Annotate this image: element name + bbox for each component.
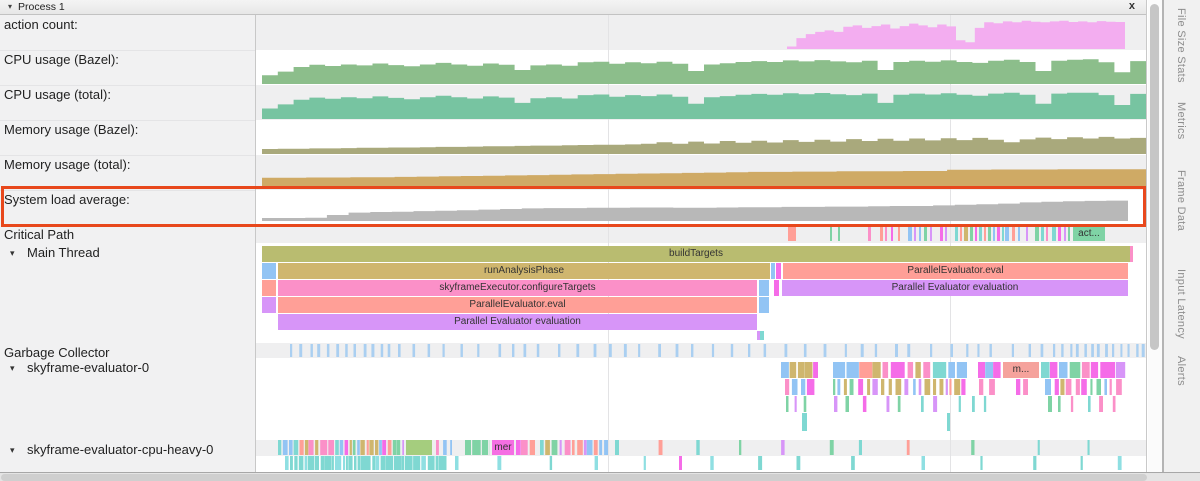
row-divider [0,120,255,121]
track-row-memory-usage-bazel-: Memory usage (Bazel): [4,122,138,137]
trace-event-sliver[interactable] [757,331,760,340]
trace-event-sliver[interactable] [759,297,769,313]
process-title[interactable]: ▾ Process 1 [8,1,65,13]
process-title-label: Process 1 [18,1,65,13]
track-label: Garbage Collector [4,345,110,360]
track-row-garbage-collector: Garbage Collector [4,345,110,360]
flame-chart-layer: buildTargets runAnalysisPhase ParallelEval… [262,227,1133,470]
tab-input-latency[interactable]: Input Latency [1175,269,1187,339]
track-row-system-load-average-: System load average: [4,192,130,207]
track-label: Critical Path [4,227,75,242]
trace-event-bar[interactable]: m... [1003,362,1039,378]
row-stripe [256,343,1146,358]
track-label: action count: [4,17,78,32]
row-divider [0,50,255,51]
trace-event-sliver[interactable] [1130,246,1133,262]
tab-file-size-stats[interactable]: File Size Stats [1175,8,1187,83]
track-label: CPU usage (total): [4,87,111,102]
track-label-column [0,15,256,472]
row-stripe [256,440,1146,456]
track-labels: action count: CPU usage (Bazel): CPU usage… [0,0,256,472]
track-label: skyframe-evaluator-0 [27,360,150,375]
trace-event-sliver[interactable] [262,280,276,296]
trace-event-bar[interactable]: skyframeExecutor.configureTargets [278,280,757,296]
trace-event-bar[interactable]: act... [1073,227,1105,241]
trace-event-sliver[interactable] [262,263,276,279]
track-row-cpu-usage-total-: CPU usage (total): [4,87,111,102]
row-stripe [256,15,1146,50]
process-header[interactable]: ▾ Process 1 [0,0,1146,15]
tab-metrics[interactable]: Metrics [1175,102,1187,140]
tab-alerts[interactable]: Alerts [1175,356,1187,386]
track-label: Memory usage (Bazel): [4,122,139,137]
collapse-arrow-icon[interactable]: ▾ [10,248,15,258]
trace-event-sliver[interactable] [760,331,764,340]
process-panel: buildTargets runAnalysisPhase ParallelEval… [0,0,1147,472]
vertical-scrollbar[interactable] [1148,0,1162,472]
row-stripe [256,85,1146,120]
trace-event-sliver[interactable] [774,280,779,296]
row-divider [0,155,255,156]
track-label: Main Thread [27,245,100,260]
horizontal-scrollbar-thumb[interactable] [1,474,1147,481]
collapse-arrow-icon[interactable]: ▾ [8,2,13,11]
collapse-arrow-icon[interactable]: ▾ [10,363,15,373]
track-label: Memory usage (total): [4,157,131,172]
vertical-scrollbar-thumb[interactable] [1150,4,1159,350]
row-divider [0,85,255,86]
trace-event-sliver[interactable] [262,297,276,313]
track-label: skyframe-evaluator-cpu-heavy-0 [27,442,214,457]
row-stripe [256,155,1146,190]
track-label: CPU usage (Bazel): [4,52,119,67]
trace-event-bar[interactable]: Parallel Evaluator evaluation [278,314,757,330]
trace-event-bar[interactable]: ParallelEvaluator.eval [278,297,757,313]
track-row-cpu-usage-bazel-: CPU usage (Bazel): [4,52,119,67]
trace-event-sliver[interactable] [776,263,781,279]
track-row-skyframe-evaluator-cpu-heavy-0[interactable]: ▾ skyframe-evaluator-cpu-heavy-0 [10,442,213,457]
trace-event-bar[interactable]: mer [492,440,514,455]
horizontal-scrollbar[interactable] [0,472,1200,481]
trace-event-sliver[interactable] [771,263,775,279]
row-divider [0,190,255,191]
collapse-arrow-icon[interactable]: ▾ [10,445,15,455]
trace-event-bar[interactable]: ParallelEvaluator.eval [783,263,1128,279]
trace-event-sliver[interactable] [947,413,950,431]
close-icon[interactable]: x [1128,0,1135,12]
row-stripe [256,225,1146,243]
trace-event-sliver[interactable] [406,440,432,455]
track-row-memory-usage-total-: Memory usage (total): [4,157,130,172]
track-row-action-count-: action count: [4,17,78,32]
track-row-critical-path: Critical Path [4,227,74,242]
trace-event-sliver[interactable] [679,456,682,470]
track-row-skyframe-evaluator-0[interactable]: ▾ skyframe-evaluator-0 [10,360,149,375]
trace-event-bar[interactable]: Parallel Evaluator evaluation [782,280,1128,296]
trace-event-bar[interactable]: runAnalysisPhase [278,263,770,279]
trace-event-bar[interactable]: buildTargets [262,246,1130,262]
track-label: System load average: [4,192,130,207]
row-stripes [256,0,1146,472]
trace-event-sliver[interactable] [802,413,807,431]
track-row-main-thread[interactable]: ▾ Main Thread [10,245,100,260]
tab-frame-data[interactable]: Frame Data [1175,170,1187,232]
trace-event-sliver[interactable] [759,280,769,296]
right-tab-strip: File Size Stats Metrics Frame Data Input La… [1162,0,1200,481]
